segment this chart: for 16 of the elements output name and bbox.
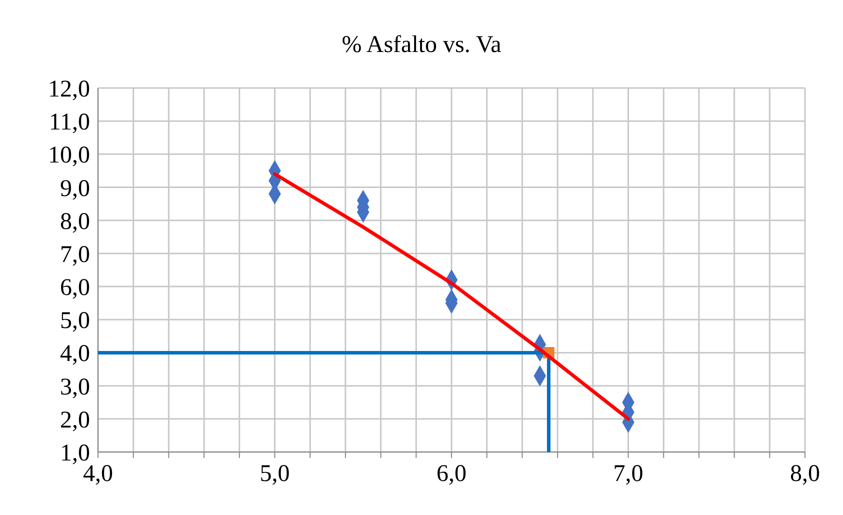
chart-title: % Asfalto vs. Va (340, 32, 502, 59)
y-tick-label: 8,0 (60, 208, 90, 235)
y-tick-label: 3,0 (60, 374, 90, 400)
y-tick-label: 6,0 (60, 275, 90, 302)
x-tick-label: 7,0 (613, 461, 644, 488)
y-tick-label: 5,0 (60, 308, 90, 334)
x-tick-label: 8,0 (790, 461, 820, 488)
y-tick-label: 4,0 (60, 341, 90, 368)
x-tick-label: 6,0 (436, 461, 466, 488)
y-tick-label: 11,0 (48, 110, 90, 136)
y-tick-label: 9,0 (60, 176, 90, 202)
y-tick-label: 7,0 (60, 242, 90, 268)
y-tick-label: 12,0 (48, 76, 90, 103)
y-tick-label: 10,0 (48, 142, 90, 169)
y-tick-label: 2,0 (60, 407, 90, 434)
x-tick-label: 5,0 (260, 461, 290, 488)
